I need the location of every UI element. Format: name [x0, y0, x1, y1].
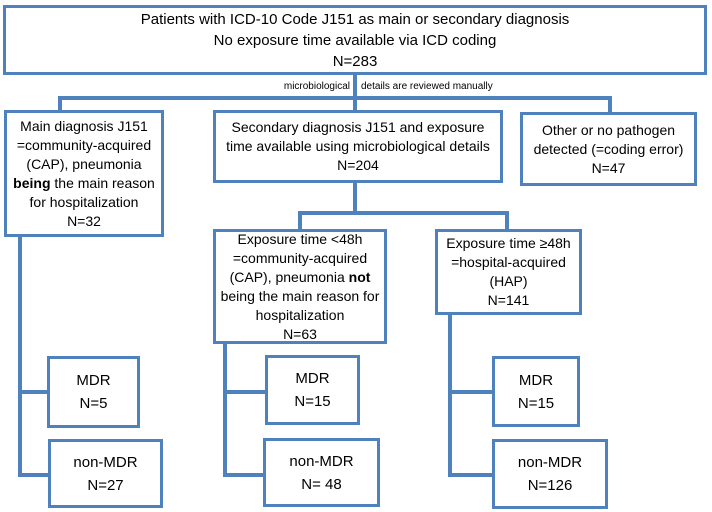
cap-nonmdr-count: N= 48: [301, 475, 342, 493]
connector-row1-drop-left: [58, 96, 62, 112]
main-nonmdr-count: N=27: [87, 476, 124, 494]
cap-line-3: (CAP), pneumonia not: [229, 268, 371, 285]
hap-line-1: Exposure time ≥48h: [446, 235, 571, 251]
secondary-count: N=204: [337, 157, 379, 173]
box-secondary-diagnosis: Secondary diagnosis J151 and exposure ti…: [213, 110, 503, 183]
cap-line-5: hospitalization: [255, 306, 345, 323]
cap-line-1: Exposure time <48h: [237, 230, 363, 247]
review-note-left: microbiological: [283, 81, 350, 92]
connector-hap-nonmdr-branch: [448, 473, 494, 477]
main-dx-line-3: (CAP), pneumonia: [26, 155, 142, 172]
connector-row2-horizontal: [298, 211, 509, 215]
other-line-2: detected (=coding error): [533, 140, 684, 157]
main-dx-count: N=32: [67, 212, 101, 229]
cap-count: N=63: [283, 325, 317, 342]
main-dx-line-4: being the main reason: [13, 174, 155, 191]
connector-maindx-mdr-branch: [18, 390, 49, 394]
root-line-2: No exposure time available via ICD codin…: [213, 31, 497, 49]
connector-row2-drop-cap: [298, 211, 302, 231]
connector-row2-drop-hap: [505, 211, 509, 231]
box-cap-nonmdr: non-MDR N= 48: [263, 438, 380, 507]
connector-hap-leg-vertical: [448, 313, 452, 477]
hap-mdr-count: N=15: [517, 394, 555, 412]
connector-cap-mdr-branch: [223, 390, 267, 394]
hap-nonmdr-count: N=126: [527, 477, 573, 494]
box-main-nonmdr: non-MDR N=27: [48, 439, 163, 508]
other-count: N=47: [591, 159, 626, 176]
hap-line-2: =hospital-acquired: [451, 254, 566, 270]
connector-maindx-nonmdr-branch: [18, 473, 50, 477]
secondary-line-2: time available using microbiological det…: [226, 138, 490, 154]
box-hap-mdr: MDR N=15: [492, 356, 580, 427]
main-nonmdr-label: non-MDR: [73, 453, 138, 471]
hap-mdr-label: MDR: [518, 371, 554, 389]
box-exposure-over-48h-hap: Exposure time ≥48h =hospital-acquired (H…: [435, 229, 582, 315]
main-mdr-label: MDR: [76, 372, 111, 389]
box-root-patients: Patients with ICD-10 Code J151 as main o…: [3, 5, 707, 75]
hap-count: N=141: [487, 292, 530, 308]
hap-nonmdr-label: non-MDR: [517, 454, 583, 471]
box-other-no-pathogen: Other or no pathogen detected (=coding e…: [520, 112, 697, 186]
cap-nonmdr-label: non-MDR: [289, 452, 354, 470]
connector-secondary-vertical: [353, 181, 357, 215]
box-main-mdr: MDR N=5: [47, 356, 140, 428]
connector-row1-horizontal: [58, 96, 612, 100]
box-exposure-under-48h-cap: Exposure time <48h =community-acquired (…: [213, 229, 387, 344]
main-dx-line-2: =community-acquired: [16, 136, 152, 153]
review-note-right: details are reviewed manually: [361, 81, 493, 92]
connector-cap-leg-vertical: [223, 342, 227, 477]
secondary-line-1: Secondary diagnosis J151 and exposure: [231, 119, 485, 135]
box-cap-mdr: MDR N=15: [265, 355, 360, 425]
box-hap-nonmdr: non-MDR N=126: [492, 439, 608, 509]
connector-root-vertical: [353, 74, 357, 112]
cap-mdr-label: MDR: [295, 370, 330, 387]
main-dx-line-1: Main diagnosis J151: [20, 117, 148, 134]
connector-hap-mdr-branch: [448, 390, 494, 394]
other-line-1: Other or no pathogen: [541, 121, 676, 138]
main-mdr-count: N=5: [79, 395, 108, 412]
root-line-1: Patients with ICD-10 Code J151 as main o…: [140, 10, 570, 28]
hap-line-3: (HAP): [489, 273, 528, 289]
root-count: N=283: [332, 52, 378, 70]
cap-line-2: =community-acquired: [232, 249, 368, 266]
cap-line-4: being the main reason for: [220, 287, 380, 304]
connector-maindx-leg-vertical: [18, 235, 22, 477]
connector-row1-drop-right: [608, 96, 612, 114]
box-main-diagnosis-cap: Main diagnosis J151 =community-acquired …: [4, 110, 164, 237]
main-dx-line-5: for hospitalization: [29, 193, 139, 210]
cap-mdr-count: N=15: [294, 393, 331, 410]
connector-cap-nonmdr-branch: [223, 473, 265, 477]
